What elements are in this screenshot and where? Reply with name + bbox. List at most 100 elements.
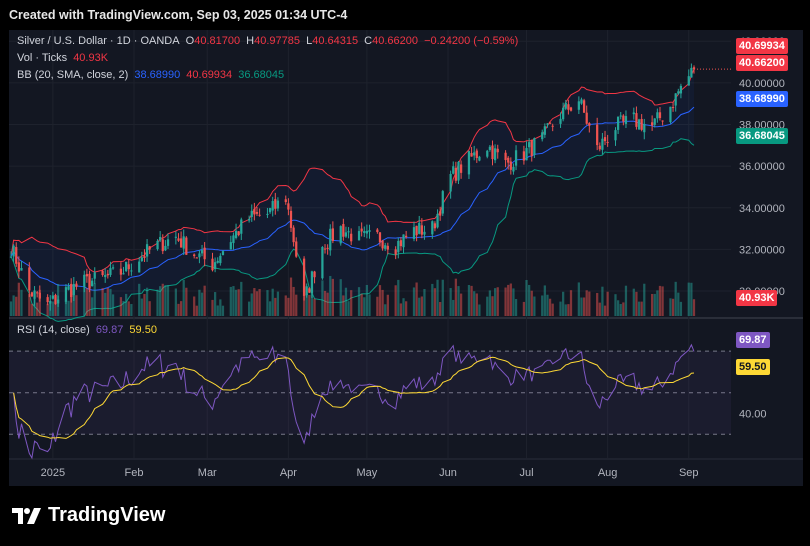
volume-bar <box>313 298 316 316</box>
volume-bar <box>193 296 196 316</box>
candle-body <box>528 142 531 148</box>
volume-bar <box>507 284 510 316</box>
volume-bar <box>266 290 269 316</box>
chart-svg[interactable]: 42.0000040.0000038.0000036.0000034.00000… <box>9 30 803 486</box>
volume-price-label: 40.93K <box>736 290 778 306</box>
candle-body <box>198 253 201 258</box>
volume-bar <box>326 292 329 316</box>
volume-bar <box>635 291 638 316</box>
candle-body <box>397 240 400 253</box>
volume-bar <box>203 285 206 316</box>
candle-body <box>384 245 387 249</box>
candle-body <box>90 280 94 287</box>
candle-body <box>182 236 185 249</box>
candle-body <box>119 268 123 275</box>
candle-body <box>229 242 232 250</box>
candle-body <box>603 137 607 142</box>
volume-bar <box>562 291 565 316</box>
candle-body <box>399 240 403 247</box>
volume-bar <box>177 303 180 316</box>
volume-bar <box>253 288 256 316</box>
candle-body <box>221 251 225 256</box>
volume-bar <box>36 302 39 316</box>
volume-bar <box>640 301 643 316</box>
candle-body <box>185 237 188 255</box>
candle-body <box>12 245 15 257</box>
volume-bar <box>357 287 361 316</box>
price-axis: 42.0000040.0000038.0000036.0000034.00000… <box>739 36 785 420</box>
rsi-ma-price-label: 59.50 <box>736 359 770 375</box>
candle-body <box>274 199 277 209</box>
rsi-ma-line <box>13 356 695 439</box>
candle-body <box>577 101 580 110</box>
candle-body <box>130 270 133 272</box>
volume-bar <box>268 301 272 316</box>
volume-bar <box>339 279 342 316</box>
candle-body <box>415 225 418 236</box>
candle-body <box>17 262 20 272</box>
candle-body <box>122 273 125 275</box>
candle-body <box>496 148 499 153</box>
volume-bar <box>240 281 243 316</box>
candle-body <box>635 113 638 127</box>
candle-body <box>405 235 408 238</box>
candle-body <box>75 283 78 287</box>
volume-bar <box>525 279 528 316</box>
volume-bar <box>405 301 408 316</box>
volume-bar <box>200 292 204 316</box>
volume-bar <box>211 299 214 316</box>
volume-bar <box>669 298 672 316</box>
volume-bar <box>418 297 421 316</box>
volume-bar <box>658 285 662 316</box>
candle-body <box>321 246 324 279</box>
candle-body <box>310 271 314 294</box>
candle-body <box>138 261 141 273</box>
volume-bar <box>567 304 570 316</box>
volume-bar <box>454 278 457 316</box>
rsi-label[interactable]: RSI (14, close) <box>17 324 90 336</box>
volume-bar <box>250 293 253 316</box>
time-tick-label: Apr <box>280 467 297 479</box>
candle-body <box>357 231 361 241</box>
candle-body <box>216 260 219 263</box>
volume-bar <box>9 301 13 316</box>
candle-body <box>690 67 693 78</box>
vol-label[interactable]: Vol · Ticks <box>17 52 68 64</box>
volume-bar <box>384 304 387 316</box>
volume-bar <box>588 291 591 316</box>
volume-bar <box>656 290 659 316</box>
caption-text: Created with TradingView.com, Sep 03, 20… <box>9 8 348 22</box>
candle-body <box>70 283 73 298</box>
chart-area[interactable]: 42.0000040.0000038.0000036.0000034.00000… <box>9 30 803 486</box>
volume-bar <box>614 294 617 316</box>
candle-body <box>237 231 240 236</box>
candle-body <box>582 100 586 113</box>
volume-bar <box>674 281 677 316</box>
candle-body <box>240 219 243 234</box>
candle-body <box>569 107 573 111</box>
main-legend-line1: Silver / U.S. Dollar · 1D · OANDA O40.81… <box>17 35 521 47</box>
symbol-title[interactable]: Silver / U.S. Dollar · 1D · OANDA <box>17 35 180 47</box>
bb-label[interactable]: BB (20, SMA, close, 2) <box>17 69 129 81</box>
candle-body <box>651 122 654 126</box>
candle-body <box>329 228 332 251</box>
volume-bar <box>72 287 75 316</box>
volume-bar <box>496 287 499 316</box>
time-tick-label: Sep <box>679 467 699 479</box>
candle-body <box>33 290 36 299</box>
candle-body <box>653 118 656 125</box>
volume-bar <box>75 295 78 316</box>
candle-body <box>287 203 290 210</box>
candle-body <box>509 161 512 170</box>
candle-body <box>601 138 604 150</box>
candle-body <box>606 141 609 143</box>
volume-bar <box>54 296 57 316</box>
volume-bar <box>541 295 544 316</box>
tradingview-logo[interactable]: TradingView <box>12 504 165 527</box>
bb-fill <box>11 69 694 322</box>
volume-bar <box>85 288 89 316</box>
volume-bar <box>360 293 363 316</box>
volume-bar <box>101 288 104 316</box>
volume-bar <box>15 296 18 316</box>
candle-body <box>85 274 89 277</box>
